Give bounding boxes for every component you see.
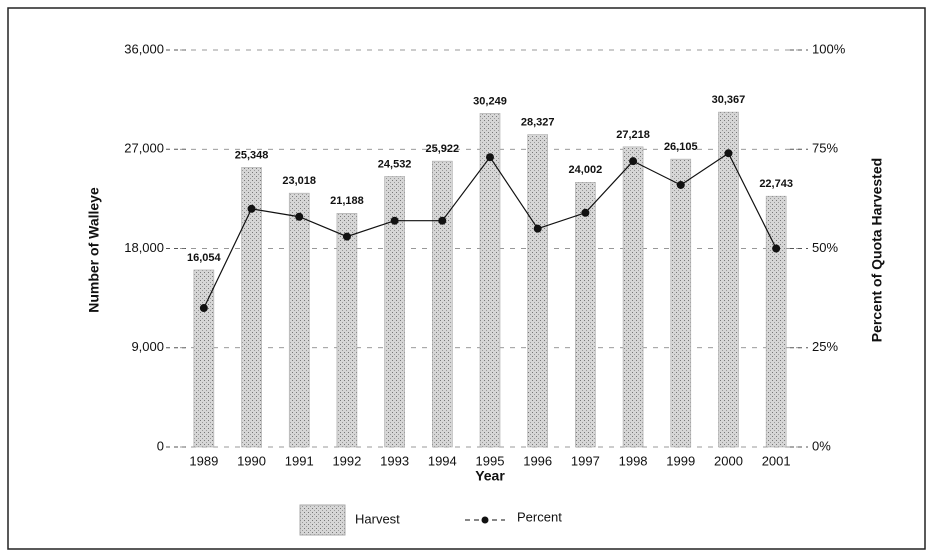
bar [193, 269, 215, 448]
point [486, 153, 494, 162]
bar [384, 176, 405, 448]
y2-tick-label: 50% [812, 240, 838, 255]
x-tick-label: 1992 [332, 453, 361, 468]
x-tick-label: 1994 [428, 453, 457, 468]
value-label: 22,743 [759, 178, 793, 190]
x-tick-label: 1995 [476, 453, 505, 468]
value-label: 30,249 [473, 95, 507, 107]
x-tick-label: 1993 [380, 453, 409, 468]
value-label: 26,105 [664, 141, 698, 153]
point [438, 216, 447, 225]
bar [670, 158, 692, 448]
legend-label: Harvest [355, 511, 400, 526]
point [199, 304, 208, 313]
value-label: 23,018 [282, 175, 316, 187]
x-tick-label: 1998 [619, 453, 648, 468]
x-tick-label: 1996 [523, 453, 552, 468]
bar [241, 167, 262, 448]
y-tick-label: 27,000 [124, 141, 164, 156]
point [390, 216, 399, 225]
y2-tick-label: 75% [812, 141, 838, 156]
x-tick-label: 1999 [666, 453, 695, 468]
y-tick-label: 18,000 [124, 240, 164, 255]
y2-tick-label: 100% [812, 41, 846, 56]
x-tick-label: 1990 [237, 453, 266, 468]
point [676, 180, 685, 189]
point [342, 232, 351, 241]
bar [718, 111, 739, 448]
value-label: 28,327 [521, 117, 555, 129]
value-label: 30,367 [712, 94, 746, 106]
bar [432, 160, 453, 448]
value-label: 16,054 [187, 252, 222, 264]
y-tick-label: 9,000 [131, 339, 164, 354]
legend-label: Percent [517, 509, 562, 524]
bar [527, 134, 548, 448]
point [295, 212, 304, 221]
value-label: 24,002 [569, 164, 603, 176]
point [533, 224, 542, 233]
value-label: 27,218 [616, 129, 650, 141]
bar [575, 182, 596, 448]
point [629, 157, 638, 166]
y2-tick-label: 0% [812, 438, 831, 453]
x-tick-label: 1997 [571, 453, 600, 468]
point [247, 204, 256, 213]
bar [288, 192, 310, 448]
x-tick-label: 2000 [714, 453, 743, 468]
x-tick-label: 2001 [762, 453, 791, 468]
bar [336, 213, 358, 448]
point [772, 244, 781, 253]
legend-swatch [299, 504, 346, 536]
y2-tick-label: 25% [812, 339, 838, 354]
value-label: 25,348 [235, 149, 269, 161]
legend-swatch [481, 516, 489, 524]
y-tick-label: 36,000 [124, 41, 164, 56]
x-tick-label: 1991 [285, 453, 314, 468]
x-tick-label: 1989 [189, 453, 218, 468]
bar [622, 146, 644, 448]
value-label: 25,922 [425, 143, 459, 155]
point [724, 149, 733, 158]
y-tick-label: 0 [157, 438, 164, 453]
y2-axis-title: Percent of Quota Harvested [869, 158, 885, 342]
value-label: 21,188 [330, 195, 364, 207]
point [581, 208, 590, 217]
bar [479, 113, 501, 448]
value-label: 24,532 [378, 158, 412, 170]
y-axis-title: Number of Walleye [86, 187, 102, 313]
x-axis-title: Year [475, 468, 505, 484]
bar [765, 195, 787, 448]
